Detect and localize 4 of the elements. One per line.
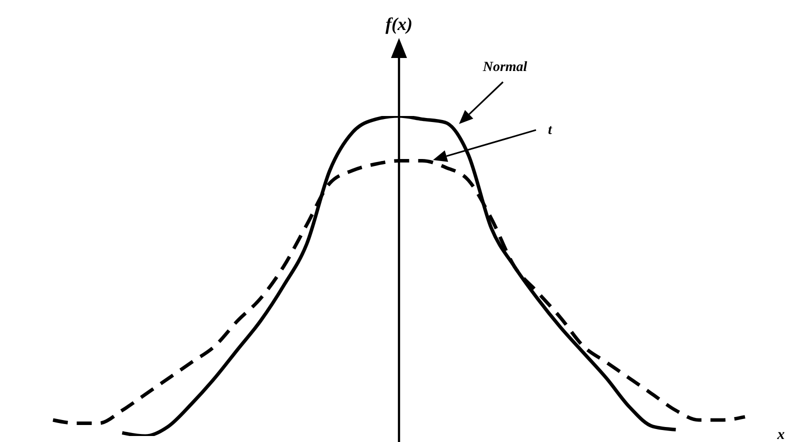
text: Normal: [482, 60, 528, 75]
x-axis-title: x: [776, 427, 786, 442]
y-axis-title: f(x): [386, 14, 412, 34]
text: t: [548, 123, 554, 138]
